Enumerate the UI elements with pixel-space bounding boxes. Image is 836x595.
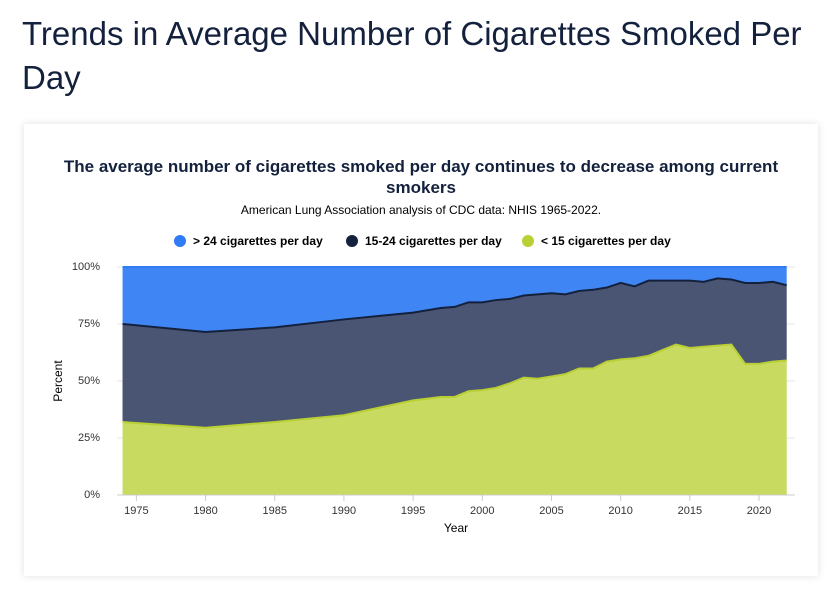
- x-tick-label: 2000: [470, 505, 494, 517]
- y-tick-label: 50%: [78, 375, 100, 387]
- area-line: [122, 277, 787, 333]
- legend-item: < 15 cigarettes per day: [522, 234, 671, 248]
- area-line: [122, 343, 787, 429]
- chart-subtitle: American Lung Association analysis of CD…: [240, 203, 602, 217]
- legend-label: 15-24 cigarettes per day: [365, 234, 502, 248]
- x-tick-label: 1995: [401, 505, 425, 517]
- area: [122, 278, 787, 428]
- x-tick-label: 2005: [539, 505, 563, 517]
- y-tick-label: 0%: [84, 489, 100, 501]
- y-tick-label: 25%: [78, 432, 100, 444]
- x-tick-label: 2010: [608, 505, 632, 517]
- x-tick-label: 1985: [262, 505, 286, 517]
- area: [122, 344, 787, 495]
- legend-item: > 24 cigarettes per day: [174, 234, 323, 248]
- area: [122, 267, 787, 332]
- x-tick-label: 1980: [193, 505, 217, 517]
- legend-label: < 15 cigarettes per day: [541, 234, 671, 248]
- legend-label: > 24 cigarettes per day: [193, 234, 323, 248]
- x-tick-label: 1990: [332, 505, 356, 517]
- chart-title: The average number of cigarettes smoked …: [63, 157, 779, 197]
- x-tick-label: 1975: [124, 505, 148, 517]
- y-axis-label: Percent: [51, 360, 65, 402]
- legend-marker: [346, 235, 358, 247]
- legend-item: 15-24 cigarettes per day: [346, 234, 502, 248]
- x-axis-label: Year: [444, 521, 468, 535]
- page-title: Trends in Average Number of Cigarettes S…: [22, 15, 802, 96]
- x-tick-label: 2020: [747, 505, 771, 517]
- y-tick-label: 75%: [78, 318, 100, 330]
- x-tick-label: 2015: [678, 505, 702, 517]
- legend-marker: [174, 235, 186, 247]
- legend-marker: [522, 235, 534, 247]
- y-tick-label: 100%: [72, 261, 100, 273]
